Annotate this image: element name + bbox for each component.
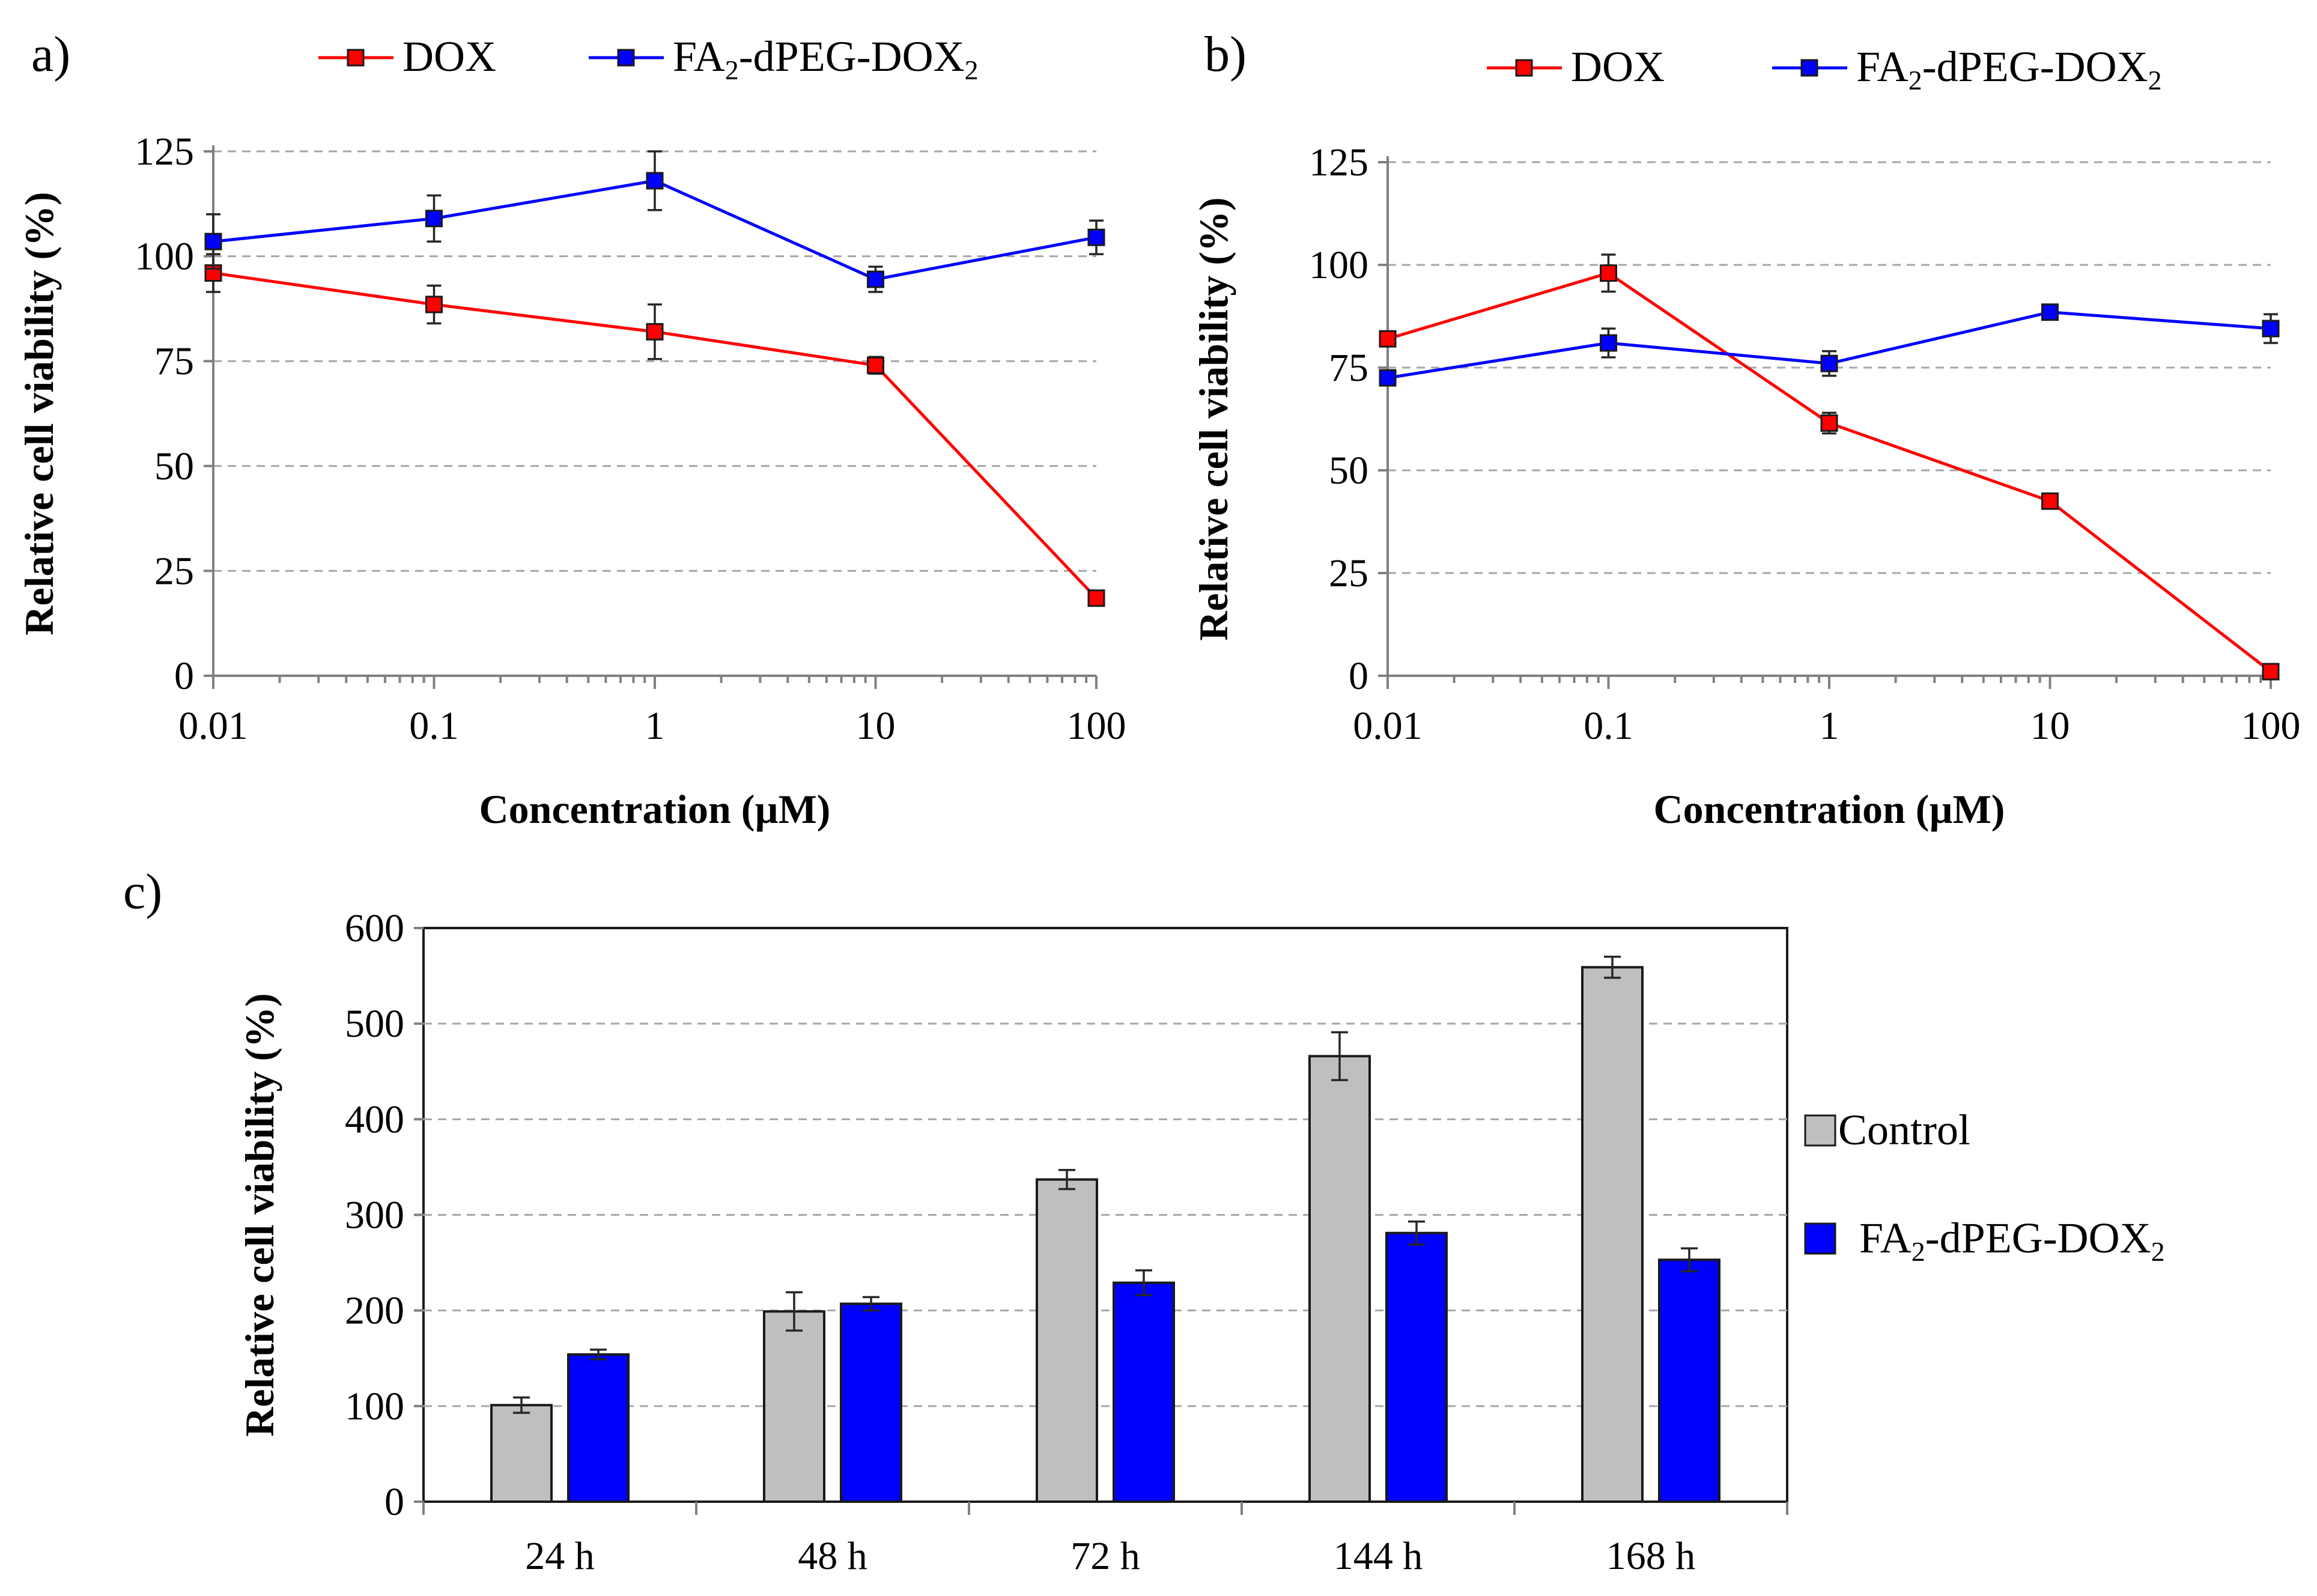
legend-label: DOX xyxy=(402,32,496,80)
legend-item-fa2-dpeg-dox2: FA2-dPEG-DOX2 xyxy=(1804,1214,2165,1267)
x-tick-label-1: 1 xyxy=(645,704,665,748)
data-point-fa2-dpeg-dox2-1 xyxy=(1820,354,1838,372)
bar-fa2-dpeg-dox2-72-h xyxy=(1113,1281,1175,1503)
panel-label: a) xyxy=(31,26,70,82)
x-tick-label-48-h: 48 h xyxy=(798,1534,867,1578)
y-tick-label-600: 600 xyxy=(345,906,404,950)
x-tick-label-0-01: 0.01 xyxy=(178,704,248,748)
y-tick-label-200: 200 xyxy=(345,1289,404,1333)
data-point-dox-100 xyxy=(2262,663,2280,681)
y-tick-label-100: 100 xyxy=(1309,243,1368,287)
y-tick-label-0: 0 xyxy=(174,654,194,698)
x-axis-title: Concentration (µM) xyxy=(479,786,831,832)
y-axis-title: Relative cell viability (%) xyxy=(237,993,282,1436)
bar-control-48-h xyxy=(763,1310,825,1503)
panel-c: c) 0 100 200 300 400 500 600 24 h 48 h 72 h 144 h 16… xyxy=(123,864,2165,1578)
x-tick-label-10: 10 xyxy=(2030,704,2070,748)
y-axis-title: Relative cell viability (%) xyxy=(16,192,62,635)
x-tick-label-72-h: 72 h xyxy=(1070,1534,1140,1578)
bar-control-72-h xyxy=(1036,1178,1098,1503)
legend-swatch xyxy=(1804,1222,1836,1255)
y-axis-title: Relative cell viability (%) xyxy=(1191,197,1236,640)
y-tick-label-75: 75 xyxy=(1329,346,1368,390)
legend-item-control: Control xyxy=(1804,1106,1970,1154)
bar-control-24-h xyxy=(490,1404,553,1503)
data-point-fa2-dpeg-dox2-0-1 xyxy=(1600,334,1617,352)
x-tick-label-0-1: 0.1 xyxy=(1584,704,1633,748)
bar-fa2-dpeg-dox2-24-h xyxy=(567,1353,630,1503)
legend-swatch xyxy=(1804,1114,1836,1147)
y-tick-label-125: 125 xyxy=(135,130,194,174)
x-tick-label-0-01: 0.01 xyxy=(1353,704,1423,748)
y-tick-label-125: 125 xyxy=(1309,141,1368,184)
y-tick-label-100: 100 xyxy=(345,1385,404,1428)
data-point-fa2-dpeg-dox2-0-1 xyxy=(425,210,443,228)
legend-marker xyxy=(347,49,365,67)
legend-marker xyxy=(1800,59,1818,77)
x-tick-label-144-h: 144 h xyxy=(1334,1534,1423,1578)
y-tick-label-50: 50 xyxy=(1329,449,1368,493)
series-fa2-dpeg-dox2 xyxy=(204,150,1105,293)
y-tick-label-50: 50 xyxy=(154,445,194,488)
data-point-dox-10 xyxy=(867,356,884,374)
data-point-dox-1 xyxy=(1820,414,1838,432)
y-tick-label-500: 500 xyxy=(345,1002,404,1046)
panel-a: a) 0 25 50 75 100 125 0.01 0.1 1 10 100 Concentratio… xyxy=(16,26,1126,832)
y-tick-label-300: 300 xyxy=(345,1194,404,1237)
data-point-fa2-dpeg-dox2-10 xyxy=(867,270,884,288)
data-point-fa2-dpeg-dox2-100 xyxy=(2262,320,2280,338)
panel-b: b) 0 25 50 75 100 125 0.01 0.1 1 10 100 Concentratio… xyxy=(1191,26,2301,832)
x-tick-label-168-h: 168 h xyxy=(1606,1534,1696,1578)
series-fa2-dpeg-dox2 xyxy=(1379,303,2280,387)
series-line-dox xyxy=(1387,271,2272,673)
bar-control-144-h xyxy=(1308,1055,1371,1503)
data-point-fa2-dpeg-dox2-0-01 xyxy=(1379,369,1397,387)
data-point-dox-0-01 xyxy=(1379,330,1397,348)
data-point-fa2-dpeg-dox2-1 xyxy=(646,172,664,190)
y-tick-label-100: 100 xyxy=(135,235,194,279)
bar-fa2-dpeg-dox2-48-h xyxy=(840,1302,902,1503)
x-tick-label-1: 1 xyxy=(1820,704,1839,748)
data-point-fa2-dpeg-dox2-10 xyxy=(2041,303,2059,321)
x-tick-label-10: 10 xyxy=(856,704,896,748)
series-dox xyxy=(1379,253,2280,681)
legend-item-fa2-dpeg-dox2: FA2-dPEG-DOX2 xyxy=(1772,43,2162,96)
y-tick-label-400: 400 xyxy=(345,1097,404,1141)
data-point-dox-1 xyxy=(646,323,664,341)
legend-marker xyxy=(1515,59,1533,77)
y-tick-label-25: 25 xyxy=(154,549,194,593)
y-tick-label-0: 0 xyxy=(1349,654,1368,698)
bar-control-168-h xyxy=(1581,966,1644,1503)
x-axis-title: Concentration (µM) xyxy=(1654,786,2005,832)
data-point-fa2-dpeg-dox2-0-01 xyxy=(204,232,222,250)
data-point-dox-100 xyxy=(1087,589,1105,607)
legend-item-dox: DOX xyxy=(318,32,496,80)
legend-label: Control xyxy=(1838,1106,1970,1154)
bar-fa2-dpeg-dox2-168-h xyxy=(1658,1258,1720,1503)
panel-label: c) xyxy=(123,864,162,920)
series-dox xyxy=(204,253,1105,607)
legend-label: FA2-dPEG-DOX2 xyxy=(1856,43,2162,96)
x-tick-label-100: 100 xyxy=(1067,704,1126,748)
bar-fa2-dpeg-dox2-144-h xyxy=(1385,1231,1448,1503)
panel-label: b) xyxy=(1204,26,1247,82)
legend-item-fa2-dpeg-dox2: FA2-dPEG-DOX2 xyxy=(589,32,979,85)
x-tick-label-0-1: 0.1 xyxy=(409,704,459,748)
y-tick-label-25: 25 xyxy=(1329,551,1368,595)
data-point-dox-10 xyxy=(2041,492,2059,510)
data-point-fa2-dpeg-dox2-100 xyxy=(1087,228,1105,246)
y-tick-label-75: 75 xyxy=(154,339,194,383)
y-tick-label-0: 0 xyxy=(384,1480,404,1524)
x-tick-label-100: 100 xyxy=(2241,704,2301,748)
legend-label: FA2-dPEG-DOX2 xyxy=(673,32,979,85)
data-point-dox-0-1 xyxy=(1600,264,1617,282)
legend-marker xyxy=(617,49,635,67)
legend-label: FA2-dPEG-DOX2 xyxy=(1859,1214,2165,1267)
x-tick-label-24-h: 24 h xyxy=(525,1534,595,1578)
legend-label: DOX xyxy=(1571,43,1665,91)
data-point-dox-0-1 xyxy=(425,296,443,314)
legend-item-dox: DOX xyxy=(1487,43,1665,91)
